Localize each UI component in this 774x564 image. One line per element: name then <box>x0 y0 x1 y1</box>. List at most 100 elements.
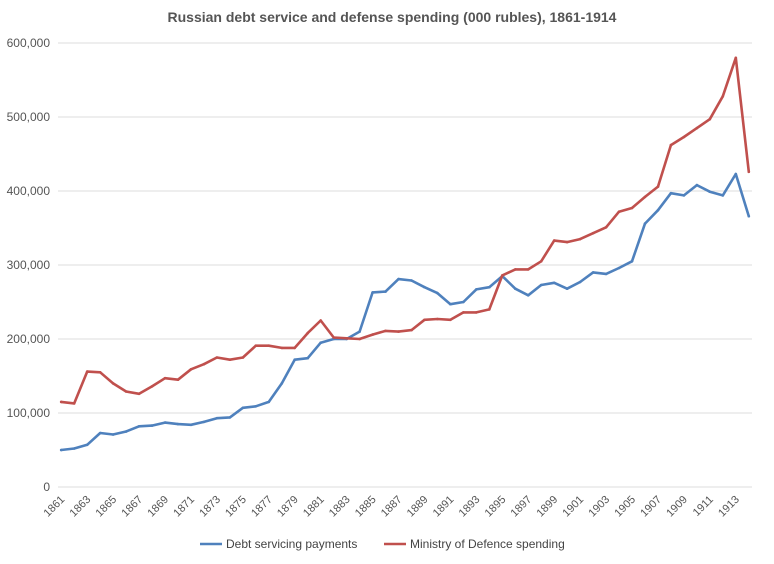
data-point <box>98 431 102 435</box>
data-point <box>111 382 115 385</box>
x-tick-label: 1909 <box>664 494 690 520</box>
data-point <box>591 231 595 235</box>
data-point <box>604 226 608 229</box>
x-tick-label: 1913 <box>716 494 742 520</box>
data-point <box>215 356 219 359</box>
y-tick-label: 100,000 <box>7 406 51 420</box>
data-point <box>643 195 647 199</box>
x-tick-label: 1911 <box>691 494 716 519</box>
data-point <box>436 291 439 295</box>
x-tick-label: 1885 <box>353 494 379 520</box>
data-point <box>565 240 569 244</box>
data-point <box>410 279 413 282</box>
data-point <box>137 425 141 428</box>
data-point <box>552 239 556 242</box>
data-point <box>189 423 193 427</box>
data-point <box>254 405 258 408</box>
data-point <box>228 416 232 419</box>
data-point <box>228 358 232 362</box>
data-point <box>695 183 699 187</box>
series-debt-servicing <box>59 172 751 452</box>
data-point <box>552 281 556 285</box>
data-point <box>747 170 751 174</box>
data-point <box>578 280 582 284</box>
data-point <box>630 206 634 210</box>
x-tick-label: 1887 <box>379 494 405 520</box>
x-tick-label: 1879 <box>275 494 301 520</box>
data-point <box>449 302 452 306</box>
data-point <box>254 344 258 348</box>
data-point <box>514 268 517 271</box>
data-point <box>280 382 284 385</box>
data-point <box>578 237 582 241</box>
data-point <box>462 300 465 304</box>
x-tick-label: 1881 <box>301 494 327 520</box>
x-tick-label: 1863 <box>68 494 94 520</box>
data-point <box>319 319 323 322</box>
data-point <box>72 402 76 405</box>
data-point <box>371 291 374 294</box>
series-lines <box>59 56 751 452</box>
data-point <box>669 143 673 147</box>
data-point <box>669 191 673 195</box>
data-point <box>293 346 297 350</box>
series-line <box>59 56 751 405</box>
data-point <box>708 117 712 121</box>
data-point <box>514 287 517 291</box>
x-tick-label: 1871 <box>171 494 197 520</box>
data-point <box>617 210 621 213</box>
x-tick-label: 1877 <box>249 494 275 520</box>
x-tick-label: 1905 <box>612 494 638 520</box>
data-point <box>423 318 426 322</box>
x-tick-label: 1897 <box>509 494 535 520</box>
data-point <box>617 266 621 270</box>
data-point <box>643 222 647 225</box>
data-point <box>526 268 530 271</box>
x-tick-label: 1873 <box>197 494 223 520</box>
data-point <box>241 356 245 359</box>
data-point <box>371 333 374 336</box>
data-point <box>241 406 245 410</box>
data-point <box>137 392 141 396</box>
data-point <box>591 271 595 274</box>
x-tick-label: 1891 <box>431 494 457 520</box>
x-tick-label: 1883 <box>327 494 353 520</box>
x-axis-tick-labels: 1861 1863 1865 1867 1869 1871 1873 1875 1877 1879… <box>42 494 742 520</box>
data-point <box>397 277 400 281</box>
data-point <box>202 420 206 424</box>
x-tick-label: 1889 <box>405 494 431 520</box>
data-point <box>163 376 167 380</box>
y-tick-label: 500,000 <box>7 110 51 124</box>
data-point <box>488 285 491 289</box>
x-tick-label: 1869 <box>145 494 171 520</box>
data-point <box>280 346 284 350</box>
data-point <box>539 260 543 263</box>
legend-item: Debt servicing payments <box>200 537 357 551</box>
x-tick-label: 1899 <box>535 494 561 520</box>
y-tick-label: 600,000 <box>7 36 51 50</box>
x-tick-label: 1861 <box>42 494 68 520</box>
data-point <box>85 443 89 447</box>
y-tick-label: 400,000 <box>7 184 51 198</box>
data-point <box>189 368 193 371</box>
x-tick-label: 1865 <box>93 494 119 520</box>
data-point <box>176 422 180 426</box>
data-point <box>734 172 738 176</box>
data-point <box>475 311 478 314</box>
data-point <box>423 285 426 289</box>
data-point <box>98 371 102 374</box>
data-point <box>501 274 504 277</box>
data-point <box>124 390 128 393</box>
x-tick-label: 1893 <box>457 494 483 520</box>
grid-lines <box>58 42 752 488</box>
data-point <box>410 328 413 332</box>
data-point <box>124 430 128 433</box>
y-tick-label: 200,000 <box>7 332 51 346</box>
data-point <box>488 308 491 311</box>
legend-item: Ministry of Defence spending <box>384 537 565 551</box>
x-tick-label: 1907 <box>638 494 664 520</box>
data-point <box>150 424 154 427</box>
data-point <box>604 272 608 276</box>
